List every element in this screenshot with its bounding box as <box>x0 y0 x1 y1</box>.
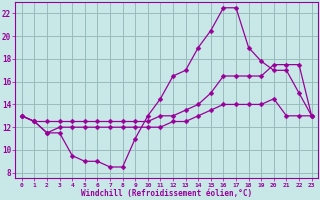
X-axis label: Windchill (Refroidissement éolien,°C): Windchill (Refroidissement éolien,°C) <box>81 189 252 198</box>
